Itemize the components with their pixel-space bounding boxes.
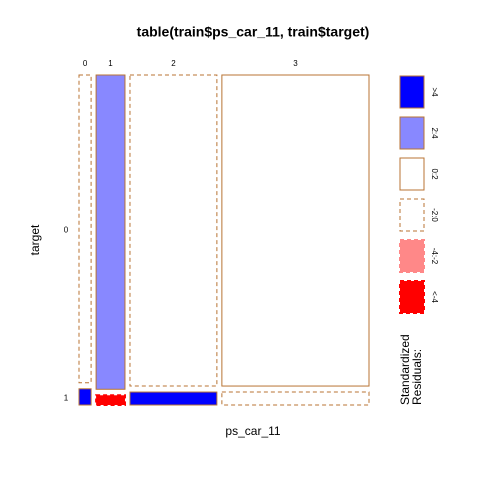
mosaic-cell [221,74,370,387]
legend-swatch [399,157,425,191]
legend-label: <-4 [430,291,439,303]
row-label: 0 [64,226,69,235]
legend-swatch [399,75,425,109]
legend-title: Residuals: [410,349,424,405]
legend-title: Standardized [398,334,412,405]
legend-label: -4:-2 [430,248,439,265]
legend-swatch [399,239,425,273]
column-label: 2 [171,59,176,68]
chart-title: table(train$ps_car_11, train$target) [137,24,370,40]
mosaic-cell [95,394,126,406]
mosaic-cell [129,391,218,406]
legend-label: 0:2 [430,168,439,180]
y-axis-label: target [28,224,42,255]
column-label: 3 [293,59,298,68]
x-axis-label: ps_car_11 [225,424,280,438]
mosaic-cell [78,388,92,406]
column-label: 0 [83,59,88,68]
row-label: 1 [64,394,69,403]
mosaic-cell [129,74,218,387]
mosaic-cell [78,74,92,384]
legend-label: 2:4 [430,127,439,139]
mosaic-cell [221,391,370,406]
legend-label: -2:0 [430,208,439,222]
mosaic-cell [95,74,126,390]
legend-swatch [399,116,425,150]
column-label: 1 [108,59,113,68]
legend-label: >4 [430,87,439,97]
legend-swatch [399,198,425,232]
legend-swatch [399,280,425,314]
